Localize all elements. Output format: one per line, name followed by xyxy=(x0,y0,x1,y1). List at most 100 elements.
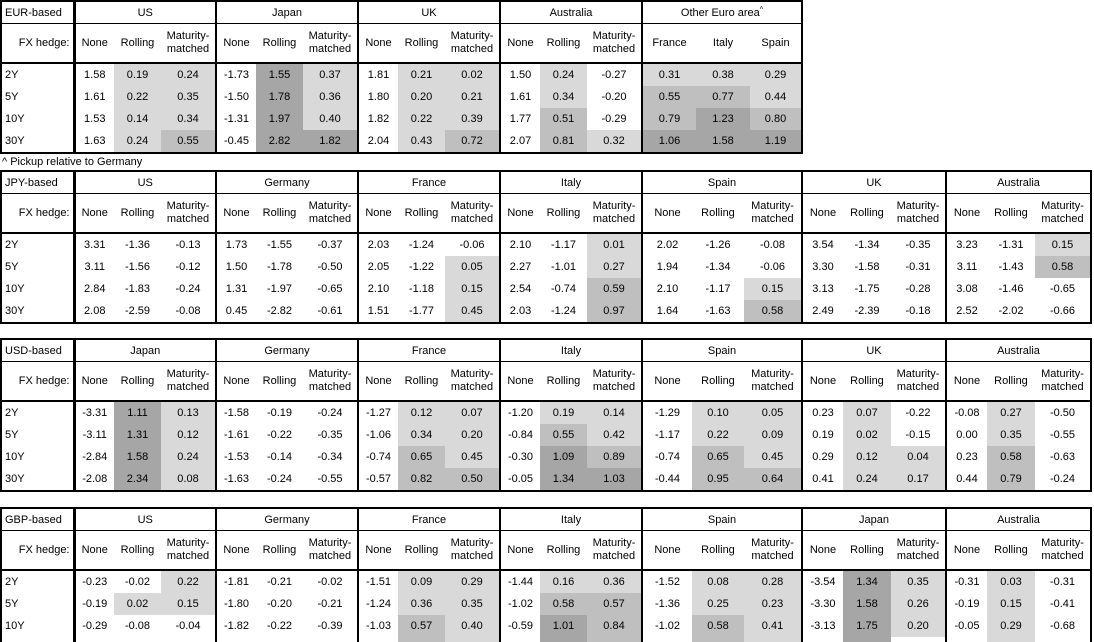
hedge-col-header: Maturity-matched xyxy=(445,361,500,402)
hedge-col-header: Rolling xyxy=(398,193,445,234)
value-cell: 0.22 xyxy=(114,86,161,108)
hedge-col-header: Spain xyxy=(750,23,802,64)
country-group-header: Spain xyxy=(641,339,802,362)
country-group-label: Italy xyxy=(560,513,582,526)
value-cell: 0.12 xyxy=(398,401,445,424)
value-cell: -1.24 xyxy=(357,593,398,615)
value-cell: 0.26 xyxy=(891,593,946,615)
value-cell: 1.58 xyxy=(114,446,161,468)
hedge-col-header: None xyxy=(801,530,843,571)
value-cell: 0.22 xyxy=(692,424,744,446)
country-group-label: France xyxy=(411,176,447,189)
value-cell: 2.49 xyxy=(801,300,843,323)
value-cell: 0.43 xyxy=(398,130,445,153)
hedge-col-header: Rolling xyxy=(692,361,744,402)
hedge-col-header: Rolling xyxy=(843,361,891,402)
fx-hedge-label: FX hedge: xyxy=(1,530,76,571)
value-cell: 0.25 xyxy=(692,593,744,615)
hedge-col-header: None xyxy=(73,530,114,571)
value-cell: 2.10 xyxy=(357,278,398,300)
hedge-col-header: Rolling xyxy=(987,530,1035,571)
hedge-col-header: Maturity-matched xyxy=(744,361,802,402)
value-cell: -1.44 xyxy=(499,570,540,593)
country-group-header: Japan xyxy=(215,1,358,24)
hedge-col-header: Maturity-matched xyxy=(303,361,358,402)
value-cell: 0.15 xyxy=(445,278,500,300)
jpy-based-table: JPY-based US Germany France Italy Spain UK Aust… xyxy=(0,170,1092,324)
hedge-col-header: Rolling xyxy=(398,23,445,64)
value-cell: 0.36 xyxy=(587,570,642,593)
value-cell: -1.52 xyxy=(641,570,692,593)
value-cell: 0.10 xyxy=(692,401,744,424)
maturity-row-label: 30Y xyxy=(1,130,76,153)
value-cell: 2.05 xyxy=(357,256,398,278)
hedge-col-header: Rolling xyxy=(256,361,303,402)
value-cell: -0.63 xyxy=(1049,451,1076,463)
value-cell: -1.82 xyxy=(215,615,256,637)
value-cell: -3.54 xyxy=(801,570,843,593)
hedge-col-header: Italy xyxy=(696,23,750,64)
value-cell: -0.35 xyxy=(905,239,931,251)
hedge-col-header: Maturity-matched xyxy=(161,361,216,402)
value-cell: 2.10 xyxy=(499,233,540,256)
value-cell: -1.06 xyxy=(357,424,398,446)
value-cell: 0.01 xyxy=(587,233,642,256)
value-cell: 0.55 xyxy=(540,424,587,446)
value-cell: 0.76 xyxy=(692,637,744,642)
hedge-col-header: None xyxy=(641,361,692,402)
value-cell: 1.78 xyxy=(256,86,303,108)
value-cell: 0.44 xyxy=(750,86,802,108)
value-cell: 1.06 xyxy=(641,130,696,153)
value-cell: 0.13 xyxy=(161,401,216,424)
country-group-header: Germany xyxy=(215,508,358,531)
value-cell: 0.29 xyxy=(750,63,802,86)
hedge-col-header: None xyxy=(945,530,987,571)
country-group-header: UK xyxy=(357,1,500,24)
hedge-col-header: None xyxy=(357,23,398,64)
value-cell: -1.20 xyxy=(499,401,540,424)
value-cell: 2.82 xyxy=(256,130,303,153)
hedge-col-header: Maturity-matched xyxy=(445,23,500,64)
value-cell: 2.08 xyxy=(73,300,114,323)
value-cell: 0.38 xyxy=(696,63,750,86)
value-cell: 2.02 xyxy=(641,233,692,256)
hedge-col-header: Maturity-matched xyxy=(445,530,500,571)
hedge-col-header: Rolling xyxy=(398,361,445,402)
country-group-label: US xyxy=(137,513,153,526)
hedge-col-header: Rolling xyxy=(256,23,303,64)
value-cell: 0.16 xyxy=(540,570,587,593)
value-cell: 0.12 xyxy=(161,424,216,446)
value-cell: -0.20 xyxy=(601,91,627,103)
value-cell: -1.17 xyxy=(705,283,731,295)
hedge-col-header: Rolling xyxy=(256,193,303,234)
value-cell: 2.52 xyxy=(945,300,987,323)
value-cell: 0.81 xyxy=(540,130,587,153)
value-cell: -2.04 xyxy=(215,637,256,642)
value-cell: 2.54 xyxy=(499,278,540,300)
hedge-col-header: None xyxy=(73,23,114,64)
hedge-col-header: Maturity-matched xyxy=(161,193,216,234)
value-cell: -0.50 xyxy=(1049,407,1076,419)
value-cell: -1.55 xyxy=(266,239,293,251)
country-group-header: Spain xyxy=(641,171,802,194)
value-cell: 1.94 xyxy=(641,256,692,278)
value-cell: 0.07 xyxy=(843,401,891,424)
value-cell: -0.39 xyxy=(317,620,343,632)
country-group-label: Japan xyxy=(859,513,889,526)
value-cell: 0.35 xyxy=(891,570,946,593)
country-group-label: Japan xyxy=(272,6,302,19)
value-cell: 3.31 xyxy=(73,233,114,256)
value-cell: -0.31 xyxy=(1049,576,1076,588)
value-cell: 0.45 xyxy=(744,446,802,468)
maturity-row-label: 5Y xyxy=(1,593,76,615)
country-group-label: Italy xyxy=(560,176,582,189)
value-cell: 0.19 xyxy=(540,401,587,424)
value-cell: -0.24 xyxy=(175,283,201,295)
hedge-col-header: Rolling xyxy=(114,23,161,64)
hedge-col-header: Maturity-matched xyxy=(891,530,946,571)
value-cell: 0.44 xyxy=(945,468,987,491)
value-cell: 1.81 xyxy=(357,63,398,86)
value-cell: 0.02 xyxy=(445,63,500,86)
value-cell: 1.63 xyxy=(73,130,114,153)
value-cell: -0.13 xyxy=(175,239,201,251)
